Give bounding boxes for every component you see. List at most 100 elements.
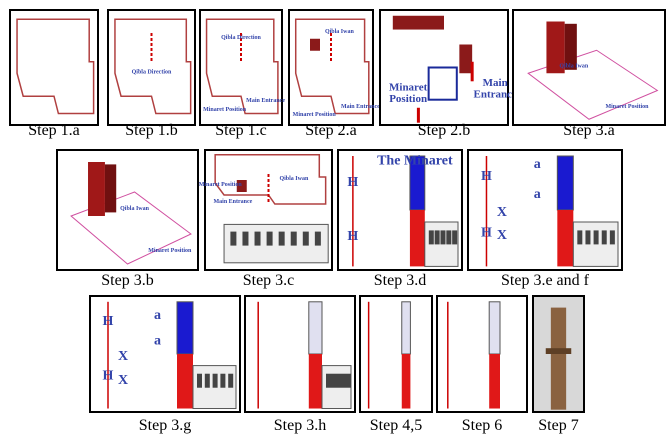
caption: Step 7 [538,417,578,434]
panel-label: Minaret [389,82,428,94]
caption: Step 3.e and f [501,272,590,289]
window [452,230,457,244]
minaret-base [310,39,320,51]
iso-wall [88,162,105,216]
window [435,230,440,244]
caption: Step 2.a [305,122,357,139]
window [610,230,615,244]
panel-label: Qibla Iwan [559,64,589,70]
window [279,232,285,246]
tower-lower [177,354,193,409]
window [429,230,434,244]
photo-balcony [546,348,572,354]
window [326,374,331,388]
figure: Step 1.aQibla DirectionStep 1.bQibla Dir… [0,0,669,438]
panel: Step 3.h [245,296,355,434]
panel-label: H [347,175,358,190]
panel-label: a [534,157,541,172]
panel-label: H [481,225,492,240]
tower-lower [489,354,500,409]
caption: Step 2.b [418,122,470,139]
panel: HaaXHXStep 3.e and f [468,150,622,289]
panel: Step 1.a [10,10,98,139]
window [205,374,210,388]
panel-label: X [118,373,128,388]
tower-lower [309,354,322,409]
window [228,374,233,388]
panel-label: Position [389,93,427,105]
window [346,374,351,388]
tower-lower [410,210,425,266]
panel-frame [10,10,98,125]
panel-label: H [347,229,358,244]
panel-label: Minaret Position [293,112,337,118]
panel-label: Qibla Iwan [120,206,150,212]
panel: Qibla IwanMinaret PositionStep 3.b [57,150,198,289]
window [577,230,582,244]
window [585,230,590,244]
wall [393,16,444,30]
tower-upper [557,156,573,210]
panel-label: Qibla Direction [132,69,172,75]
panel-label: Minaret Position [605,104,649,110]
window [594,230,599,244]
window [291,232,297,246]
window [331,374,336,388]
window [213,374,218,388]
window [336,374,341,388]
tower-upper [177,302,193,354]
window [303,232,309,246]
caption: Step 4,5 [370,417,422,434]
panel: Step 6 [437,296,527,434]
window [315,232,321,246]
panel: Step 4,5 [360,296,432,434]
caption: Step 3.b [101,272,153,289]
caption: Step 3.g [139,417,191,434]
panel-label: Main Entrance [214,199,253,205]
tower-upper [309,302,322,354]
caption: Step 1.a [28,122,80,139]
panel-frame [360,296,432,412]
caption: Step 3.a [563,122,615,139]
window [602,230,607,244]
panel-label: H [103,369,114,384]
panel-label: Main Entrance [246,98,285,104]
window [220,374,225,388]
window [341,374,346,388]
panel: Qibla Direction Step 1.b [108,10,195,139]
panel: Qibla Iwan Minaret Position Step 3.a [513,10,665,139]
panel-label: H [103,314,114,329]
caption: Step 3.h [274,417,326,434]
window [197,374,202,388]
panel-label: Minaret Position [199,182,243,188]
tower-lower [557,210,573,266]
panel-frame [437,296,527,412]
wall [459,45,472,74]
caption: Step 1.c [215,122,267,139]
window [230,232,236,246]
window [267,232,273,246]
panel-label: Main [483,77,508,89]
photo-tower [551,308,566,410]
panel-label: Entrance [474,88,518,100]
caption: Step 1.b [125,122,177,139]
panel-label: Qibla Direction [221,35,261,41]
iso-wall [105,164,116,212]
panel-label: H [481,169,492,184]
tower-upper [402,302,411,354]
tower-upper [489,302,500,354]
panel-frame [108,10,195,125]
panel: Qibla IwanMinaret PositionMain EntranceS… [289,10,380,139]
panel-label: The Minaret [377,153,453,168]
caption: Step 6 [462,417,502,434]
panel-label: X [497,205,507,220]
panel-label: X [118,349,128,364]
tower-lower [402,354,411,409]
panel: Step 7 [533,296,584,434]
panel-label: a [154,334,161,349]
window [446,230,451,244]
window [440,230,445,244]
